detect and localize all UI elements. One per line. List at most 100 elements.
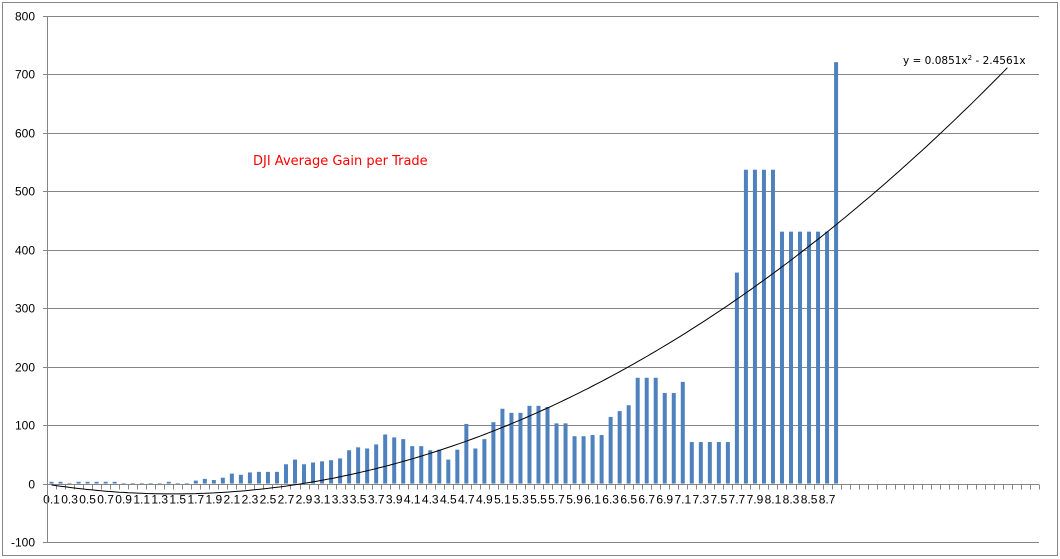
equation-exponent: 2 — [968, 54, 972, 62]
x-tick-label: 2.7 — [278, 493, 295, 507]
bar-7.7 — [734, 272, 739, 484]
x-tick-label: 7.9 — [747, 493, 764, 507]
y-tick-label: 100 — [15, 419, 35, 433]
x-tick-label: 3.7 — [368, 493, 385, 507]
equation-rest: - 2.4561x — [972, 55, 1025, 67]
bar-3.3 — [338, 458, 343, 484]
bar-3.6 — [365, 448, 370, 484]
bar-4.4 — [437, 449, 442, 484]
x-tick-label: 8.3 — [783, 493, 800, 507]
x-axis: 0.1 0.3 0.5 0.7 0.9 1.1 1.3 1.5 1.7 1.9 2.1 2.3 2.5 2… — [43, 484, 1040, 507]
bar-0.6 — [94, 481, 99, 484]
bar-8.8 — [834, 62, 839, 484]
bar-6.6 — [635, 377, 640, 484]
bar-1 — [130, 482, 135, 484]
y-tick-label: 600 — [15, 127, 35, 141]
bar-4.9 — [482, 439, 487, 484]
bar-5.4 — [527, 405, 532, 484]
bars — [49, 62, 839, 484]
x-tick-label: 8.7 — [819, 493, 836, 507]
y-tick-label: 0 — [28, 478, 35, 492]
bar-0.8 — [112, 481, 117, 484]
bar-6.5 — [626, 405, 631, 484]
bar-4.2 — [419, 446, 424, 484]
bar-5.3 — [518, 412, 523, 484]
bar-7 — [671, 392, 676, 484]
x-tick-label: 5.5 — [530, 493, 547, 507]
bar-6.2 — [599, 435, 604, 484]
bar-4.3 — [428, 450, 433, 484]
bar-3.7 — [374, 444, 379, 484]
bar-3.2 — [329, 460, 334, 484]
x-tick-label: 7.1 — [674, 493, 691, 507]
bar-4.1 — [410, 446, 415, 484]
bar-5 — [491, 422, 496, 484]
bar-0.3 — [67, 482, 72, 484]
y-axis-labels: -100 0 100 200 300 400 500 600 700 800 — [11, 10, 35, 550]
x-tick-label: 0.3 — [61, 493, 78, 507]
bar-3.8 — [383, 434, 388, 484]
x-tick-label: 0.5 — [79, 493, 96, 507]
bar-7.8 — [743, 169, 748, 484]
bar-7.5 — [716, 442, 721, 484]
x-tick-label: 4.7 — [458, 493, 475, 507]
bar-7.2 — [689, 442, 694, 484]
x-tick-label: 2.3 — [242, 493, 259, 507]
trendline — [51, 67, 1008, 495]
bar-8.2 — [779, 231, 784, 484]
bar-6.1 — [590, 435, 595, 484]
x-tick-label: 3.3 — [332, 493, 349, 507]
bar-5.8 — [563, 423, 568, 484]
bar-2.7 — [283, 464, 288, 484]
bar-1.2 — [148, 482, 153, 484]
bar-2.3 — [247, 472, 252, 484]
bar-3.9 — [392, 437, 397, 484]
bar-8.3 — [789, 231, 793, 484]
bar-5.9 — [572, 436, 577, 484]
equation-main: y = 0.0851x — [903, 55, 968, 67]
bar-4.7 — [464, 423, 469, 484]
x-tick-label: 6.7 — [638, 493, 655, 507]
bar-6 — [581, 436, 586, 484]
x-tick-label: 3.1 — [314, 493, 331, 507]
bar-0.5 — [85, 481, 90, 484]
bar-6.8 — [653, 377, 658, 484]
bar-4.5 — [446, 459, 451, 484]
x-tick-label: 2.1 — [224, 493, 241, 507]
x-tick-label: 2.5 — [260, 493, 277, 507]
x-tick-label: 1.5 — [169, 493, 186, 507]
x-tick-label: 0.7 — [97, 493, 114, 507]
bar-5.2 — [509, 412, 514, 484]
bar-5.6 — [545, 406, 550, 484]
bar-6.7 — [644, 377, 649, 484]
bar-3.4 — [347, 450, 352, 484]
bar-2.2 — [238, 474, 243, 484]
bar-1.3 — [157, 482, 162, 484]
y-tick-label: 700 — [15, 68, 35, 82]
x-tick-label: 7.5 — [711, 493, 728, 507]
bar-7.3 — [698, 442, 703, 484]
y-tick-label: 800 — [15, 10, 35, 24]
x-tick-label: 2.9 — [296, 493, 313, 507]
bar-0.9 — [121, 482, 126, 484]
x-tick-label: 8.5 — [801, 493, 818, 507]
trendline-equation: y = 0.0851x2 - 2.4561x — [903, 54, 1026, 67]
y-tick-label: 300 — [15, 302, 35, 316]
bar-6.9 — [662, 392, 667, 484]
bar-1.7 — [193, 480, 198, 484]
y-tick-label: -100 — [11, 536, 35, 550]
x-tick-label: 4.5 — [440, 493, 457, 507]
y-tick-label: 500 — [15, 185, 35, 199]
x-tick-label: 4.9 — [476, 493, 493, 507]
x-tick-label: 0.9 — [115, 493, 132, 507]
y-tick-label: 200 — [15, 361, 35, 375]
x-tick-label: 0.1 — [43, 493, 60, 507]
bar-0.7 — [103, 481, 108, 484]
bar-8 — [761, 169, 766, 484]
bar-2.8 — [293, 459, 297, 484]
bar-0.1 — [49, 481, 54, 484]
bar-8.5 — [807, 231, 812, 484]
bar-4.8 — [473, 448, 478, 484]
bar-8.6 — [816, 231, 821, 484]
x-tick-label: 5.7 — [548, 493, 565, 507]
